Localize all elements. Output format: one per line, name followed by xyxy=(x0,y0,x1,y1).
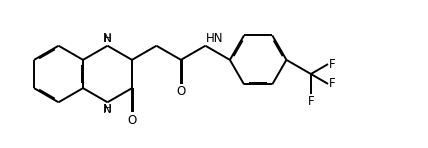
Text: HN: HN xyxy=(206,32,223,45)
Text: O: O xyxy=(128,114,137,127)
Text: F: F xyxy=(329,77,336,90)
Text: N: N xyxy=(103,103,112,116)
Text: F: F xyxy=(329,58,336,71)
Text: H: H xyxy=(104,34,111,44)
Text: F: F xyxy=(308,95,314,108)
Text: O: O xyxy=(176,85,186,98)
Text: N: N xyxy=(103,32,112,45)
Text: H: H xyxy=(104,104,111,114)
